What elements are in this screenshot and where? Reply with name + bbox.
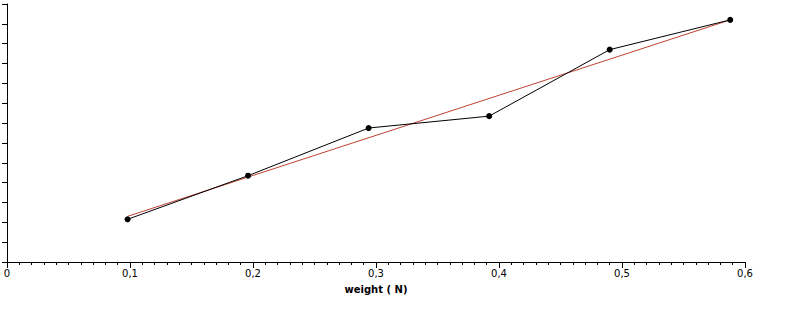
- svg-text:0: 0: [4, 268, 10, 279]
- svg-text:0,1: 0,1: [122, 268, 138, 279]
- svg-text:0,3: 0,3: [368, 268, 384, 279]
- svg-text:weight ( N): weight ( N): [345, 284, 408, 295]
- svg-text:0,2: 0,2: [245, 268, 261, 279]
- svg-text:0,5: 0,5: [614, 268, 630, 279]
- svg-text:0,6: 0,6: [737, 268, 753, 279]
- svg-text:0,4: 0,4: [491, 268, 507, 279]
